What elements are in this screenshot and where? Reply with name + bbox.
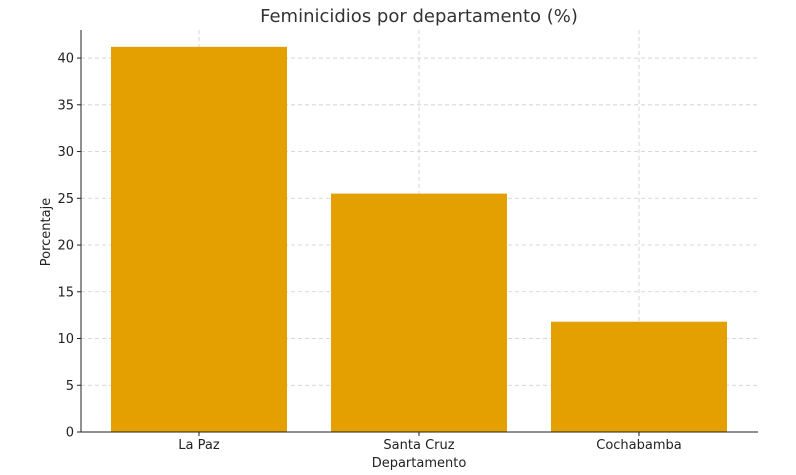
chart-title: Feminicidios por departamento (%) (260, 6, 578, 27)
x-tick-label: Santa Cruz (383, 438, 454, 453)
axes: 0 5 10 15 20 25 30 35 40 La Paz Santa Cruz Cochabam… (57, 30, 758, 453)
x-tick-label: La Paz (178, 438, 220, 453)
y-axis-label: Porcentaje (39, 198, 54, 266)
y-tick-label: 10 (57, 332, 74, 347)
bars (111, 46, 727, 432)
bar (331, 193, 507, 432)
x-axis-label: Departamento (372, 456, 467, 471)
y-tick-label: 35 (57, 98, 74, 113)
bar (111, 46, 287, 432)
y-tick-label: 15 (57, 285, 74, 300)
y-tick-label: 40 (57, 52, 74, 67)
y-tick-label: 30 (57, 145, 74, 160)
y-tick-label: 20 (57, 239, 74, 254)
y-tick-label: 25 (57, 192, 74, 207)
x-tick-label: Cochabamba (596, 438, 681, 453)
y-tick-label: 0 (66, 426, 74, 441)
y-tick-label: 5 (66, 379, 74, 394)
bar (551, 321, 727, 432)
